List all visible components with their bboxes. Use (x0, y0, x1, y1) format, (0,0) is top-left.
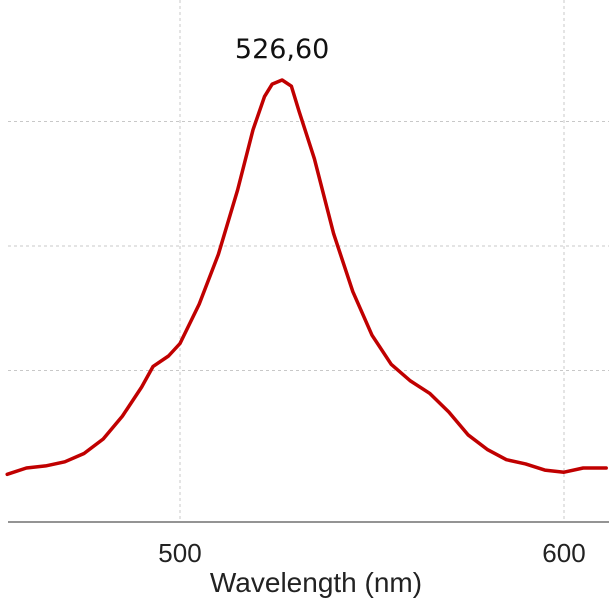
peak-annotation: 526,60 (235, 34, 329, 65)
x-tick-label: 500 (158, 538, 201, 568)
x-axis: 500 600 (8, 521, 609, 568)
x-axis-title: Wavelength (nm) (210, 567, 422, 598)
grid-layer (8, 0, 609, 522)
spectrum-series-line (5, 78, 608, 477)
x-tick-label: 600 (542, 538, 585, 568)
label-layer: Wavelength (nm) 526,60 (210, 34, 422, 598)
series-layer (5, 78, 608, 477)
